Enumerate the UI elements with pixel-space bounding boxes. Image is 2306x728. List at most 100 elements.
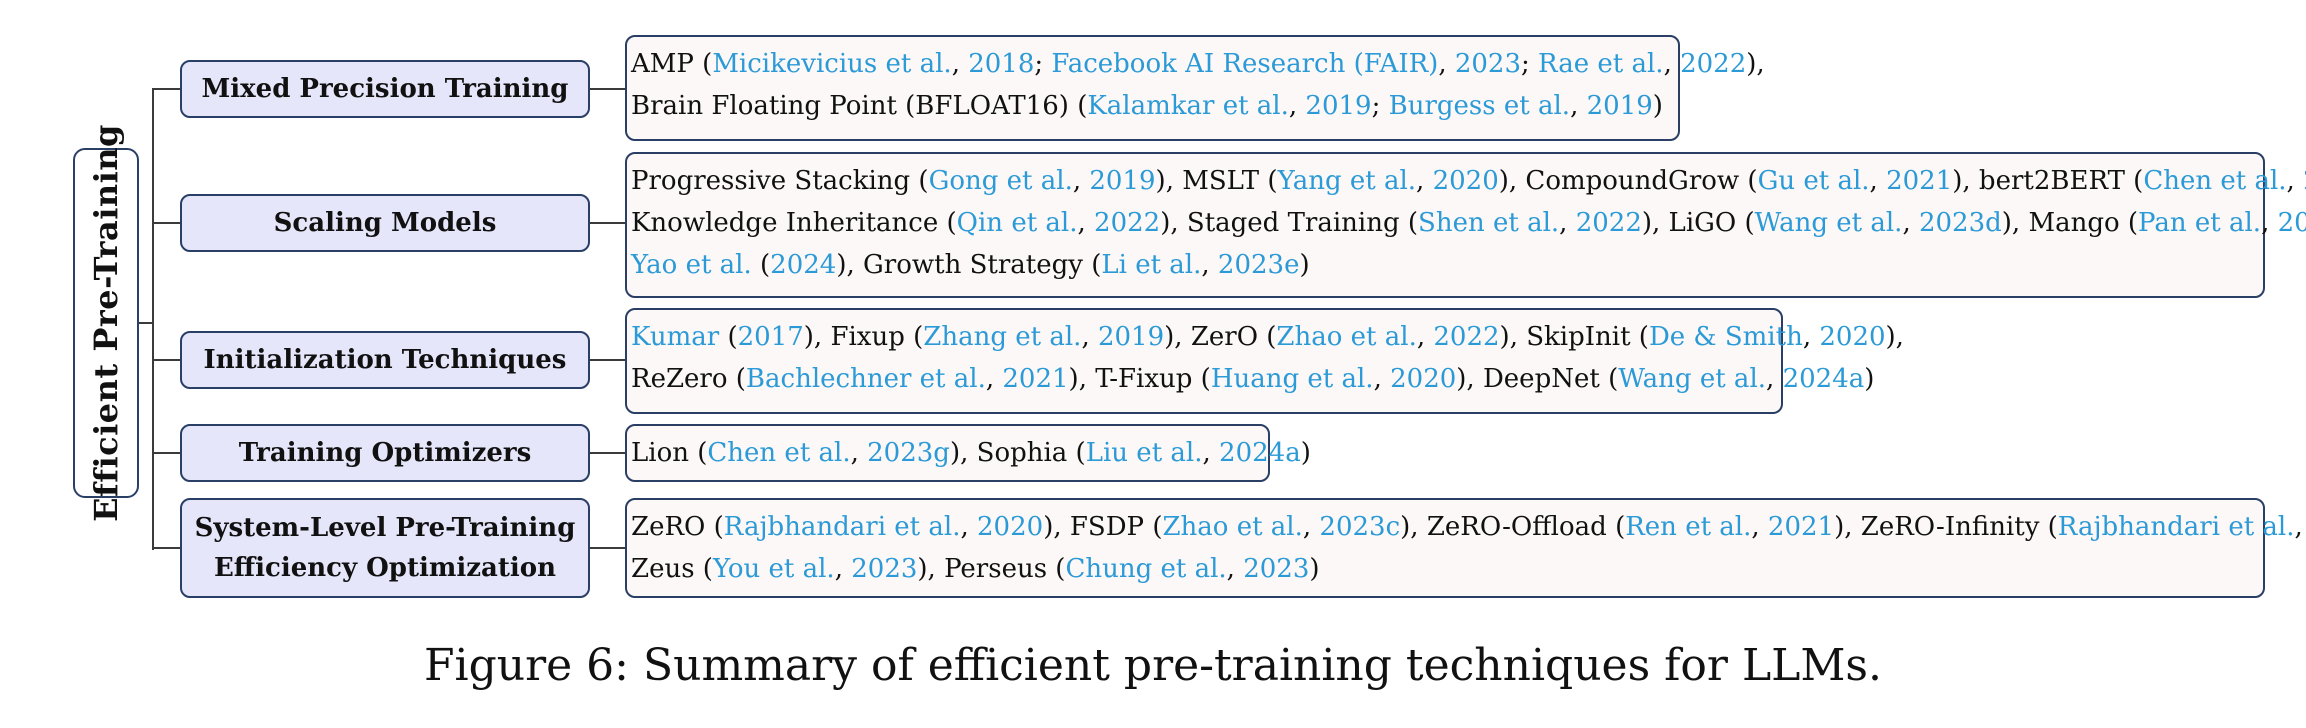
- citation-link[interactable]: Micikevicius et al.: [712, 49, 952, 79]
- citation-link[interactable]: 2023e: [1217, 250, 1300, 280]
- citation-link[interactable]: Kumar: [631, 322, 720, 352]
- leaf-text: ,: [1416, 322, 1434, 352]
- citation-link[interactable]: 2023c: [1319, 512, 1401, 542]
- citation-link[interactable]: Yang et al.: [1277, 166, 1417, 196]
- citation-link[interactable]: Yao et al.: [631, 250, 752, 280]
- citation-link[interactable]: 2023d: [1918, 208, 2002, 238]
- citation-link[interactable]: You et al.: [712, 554, 835, 584]
- leaf-text: ), Staged Training (: [1160, 208, 1419, 238]
- category-node: Mixed Precision Training: [180, 60, 590, 118]
- citation-link[interactable]: 2022: [1433, 322, 1500, 352]
- citation-link[interactable]: 2023: [1454, 49, 1522, 79]
- citation-link[interactable]: 2020: [1390, 364, 1457, 394]
- leaf-text: ): [1652, 91, 1663, 121]
- leaf-text: ;: [1371, 91, 1389, 121]
- citation-link[interactable]: 2023g: [867, 438, 950, 468]
- citation-link[interactable]: Rajbhandari et al.: [723, 512, 961, 542]
- leaf-text: Zeus (: [631, 554, 713, 584]
- citation-link[interactable]: Rae et al.: [1538, 49, 1664, 79]
- citation-link[interactable]: 2019: [1305, 91, 1372, 121]
- citation-link[interactable]: 2019: [1089, 166, 1156, 196]
- citation-link[interactable]: 2021: [1002, 364, 1069, 394]
- leaf-text: ZeRO (: [631, 512, 724, 542]
- citation-link[interactable]: 2020: [1819, 322, 1886, 352]
- citation-link[interactable]: 2020: [1432, 166, 1499, 196]
- leaf-text-line: Progressive Stacking (Gong et al., 2019)…: [631, 160, 2306, 202]
- citation-link[interactable]: 2017: [737, 322, 804, 352]
- leaf-text-line: Yao et al. (2024), Growth Strategy (Li e…: [631, 244, 2257, 286]
- citation-link[interactable]: 2018: [968, 49, 1035, 79]
- citation-link[interactable]: Pan et al.: [2138, 208, 2262, 238]
- trunk-line: [152, 88, 154, 550]
- leaf-text: ),: [1746, 49, 1765, 79]
- citation-link[interactable]: Wang et al.: [1618, 364, 1767, 394]
- leaf-text: ,: [834, 554, 852, 584]
- citation-link[interactable]: 2023: [1243, 554, 1310, 584]
- leaf-node: Kumar (2017), Fixup (Zhang et al., 2019)…: [625, 308, 1904, 414]
- citation-link[interactable]: Liu et al.: [1085, 438, 1203, 468]
- citation-link[interactable]: 2024: [770, 250, 837, 280]
- category-node: Initialization Techniques: [180, 331, 590, 389]
- root-connector: [139, 322, 153, 324]
- citation-link[interactable]: 2020: [977, 512, 1044, 542]
- root-label: Efficient Pre-Training: [87, 124, 125, 522]
- citation-link[interactable]: Burgess et al.: [1388, 91, 1571, 121]
- citation-link[interactable]: 2024a: [1219, 438, 1301, 468]
- citation-link[interactable]: 2023: [851, 554, 918, 584]
- citation-link[interactable]: Zhao et al.: [1276, 322, 1417, 352]
- citation-link[interactable]: Qin et al.: [956, 208, 1078, 238]
- citation-link[interactable]: 2021: [1767, 512, 1835, 542]
- citation-link[interactable]: 2022: [1094, 208, 1161, 238]
- citation-link[interactable]: Wang et al.: [1754, 208, 1903, 238]
- leaf-text: ), LiGO (: [1641, 208, 1755, 238]
- citation-link[interactable]: 2022: [1575, 208, 1642, 238]
- citation-link[interactable]: Chung et al.: [1065, 554, 1227, 584]
- branch-line: [152, 222, 180, 224]
- leaf-text: ), DeepNet (: [1456, 364, 1619, 394]
- citation-link[interactable]: Chen et al.: [2143, 166, 2287, 196]
- leaf-text: ), MSLT (: [1155, 166, 1278, 196]
- leaf-text: ,: [2294, 512, 2303, 542]
- branch-line: [152, 88, 180, 90]
- citation-link[interactable]: De & Smith: [1648, 322, 1803, 352]
- citation-link[interactable]: 2021: [1886, 166, 1953, 196]
- citation-link[interactable]: Rajbhandari et al.: [2057, 512, 2295, 542]
- leaf-text: ), SkipInit (: [1499, 322, 1649, 352]
- citation-link[interactable]: Chen et al.: [707, 438, 851, 468]
- citation-link[interactable]: 2023: [2277, 208, 2306, 238]
- citation-link[interactable]: Shen et al.: [1418, 208, 1560, 238]
- citation-link[interactable]: Zhao et al.: [1162, 512, 1303, 542]
- leaf-text: ), Growth Strategy (: [836, 250, 1102, 280]
- leaf-text-line: Brain Floating Point (BFLOAT16) (Kalamka…: [631, 85, 1672, 127]
- category-label: Scaling Models: [273, 208, 497, 238]
- citation-link[interactable]: Bachlechner et al.: [745, 364, 986, 394]
- leaf-text: ,: [850, 438, 868, 468]
- citation-link[interactable]: Gu et al.: [1757, 166, 1870, 196]
- category-label: Mixed Precision Training: [201, 74, 569, 104]
- leaf-text: Knowledge Inheritance (: [631, 208, 957, 238]
- leaf-text-line: ReZero (Bachlechner et al., 2021), T-Fix…: [631, 358, 1874, 400]
- leaf-text: ): [1300, 438, 1311, 468]
- leaf-text: ,: [2286, 166, 2304, 196]
- citation-link[interactable]: Zhang et al.: [923, 322, 1082, 352]
- citation-link[interactable]: 2024a: [1782, 364, 1865, 394]
- citation-link[interactable]: 2022b: [2303, 166, 2306, 196]
- citation-link[interactable]: Huang et al.: [1210, 364, 1374, 394]
- citation-link[interactable]: Ren et al.: [1625, 512, 1752, 542]
- category-label: System-Level Pre-Training Efficiency Opti…: [195, 508, 576, 588]
- citation-link[interactable]: Li et al.: [1101, 250, 1202, 280]
- leaf-text: ,: [1570, 91, 1587, 121]
- leaf-text: ,: [1802, 322, 1820, 352]
- leaf-connector: [590, 359, 625, 361]
- citation-link[interactable]: 2019: [1586, 91, 1653, 121]
- leaf-text: ): [1864, 364, 1875, 394]
- citation-link[interactable]: 2019: [1097, 322, 1165, 352]
- citation-link[interactable]: Facebook AI Research (FAIR): [1051, 49, 1439, 79]
- citation-link[interactable]: Gong et al.: [928, 166, 1073, 196]
- leaf-text: ,: [1559, 208, 1576, 238]
- leaf-text: ), bert2BERT (: [1952, 166, 2144, 196]
- citation-link[interactable]: Kalamkar et al.: [1087, 91, 1289, 121]
- leaf-text-line: ZeRO (Rajbhandari et al., 2020), FSDP (Z…: [631, 506, 2303, 548]
- category-node: Training Optimizers: [180, 424, 590, 482]
- citation-link[interactable]: 2022: [1680, 49, 1747, 79]
